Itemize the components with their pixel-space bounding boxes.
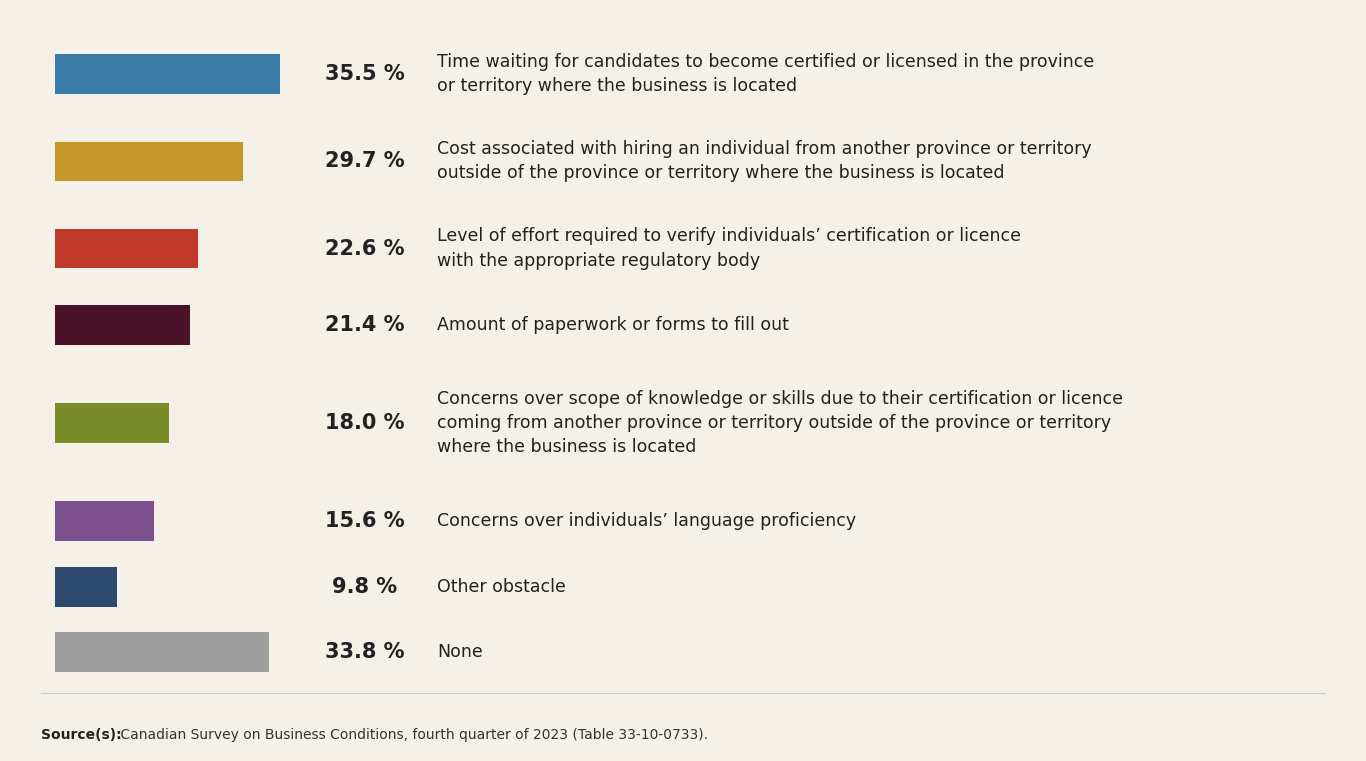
Text: Cost associated with hiring an individual from another province or territory
out: Cost associated with hiring an individua… bbox=[437, 140, 1091, 183]
Text: Level of effort required to verify individuals’ certification or licence
with th: Level of effort required to verify indiv… bbox=[437, 228, 1022, 269]
Text: 9.8 %: 9.8 % bbox=[332, 577, 398, 597]
Text: None: None bbox=[437, 643, 482, 661]
Text: 15.6 %: 15.6 % bbox=[325, 511, 404, 531]
Text: Canadian Survey on Business Conditions, fourth quarter of 2023 (Table 33-10-0733: Canadian Survey on Business Conditions, … bbox=[116, 728, 708, 742]
Text: 22.6 %: 22.6 % bbox=[325, 239, 404, 259]
Text: 33.8 %: 33.8 % bbox=[325, 642, 404, 662]
Text: Concerns over individuals’ language proficiency: Concerns over individuals’ language prof… bbox=[437, 512, 856, 530]
Text: 18.0 %: 18.0 % bbox=[325, 413, 404, 433]
Text: 35.5 %: 35.5 % bbox=[325, 64, 404, 84]
Text: Concerns over scope of knowledge or skills due to their certification or licence: Concerns over scope of knowledge or skil… bbox=[437, 390, 1123, 457]
Text: Time waiting for candidates to become certified or licensed in the province
or t: Time waiting for candidates to become ce… bbox=[437, 53, 1094, 95]
Text: Source(s):: Source(s): bbox=[41, 728, 122, 742]
Text: Other obstacle: Other obstacle bbox=[437, 578, 566, 596]
Text: Amount of paperwork or forms to fill out: Amount of paperwork or forms to fill out bbox=[437, 316, 790, 334]
Text: 29.7 %: 29.7 % bbox=[325, 151, 404, 171]
Text: 21.4 %: 21.4 % bbox=[325, 315, 404, 335]
